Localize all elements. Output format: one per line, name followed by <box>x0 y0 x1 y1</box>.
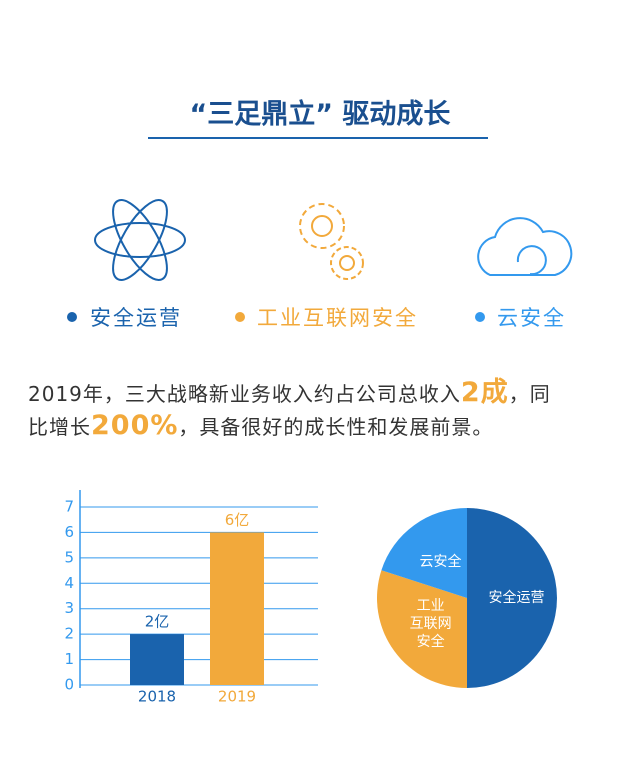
text: ，同 <box>508 382 551 406</box>
atom-icon <box>94 199 186 281</box>
cloud-icon <box>477 217 573 276</box>
y-tick-label: 7 <box>64 498 74 516</box>
slice-label: 安全运营 <box>488 590 545 606</box>
pie-slice <box>467 508 557 688</box>
legend-item: 工业互联网安全 <box>257 306 418 330</box>
slice-label: 云安全 <box>419 553 462 570</box>
text: 比增长 <box>28 415 91 439</box>
legend-item: 安全运营 <box>90 306 182 330</box>
value-label: 2亿 <box>145 613 170 631</box>
paragraph-line: 2019年，三大战略新业务收入约占公司总收入2成，同 <box>28 370 551 409</box>
paragraph-line: 比增长200%，具备很好的成长性和发展前景。 <box>28 410 493 441</box>
title: “三足鼎立” 驱动成长 <box>189 99 451 130</box>
bar <box>210 532 264 685</box>
text: 2019年，三大战略新业务收入约占公司总收入 <box>28 382 461 406</box>
x-tick-label: 2018 <box>138 688 176 706</box>
y-tick-label: 2 <box>64 625 74 643</box>
slice-label: 工业 互联网 安全 <box>409 598 452 651</box>
y-tick-label: 0 <box>64 676 74 694</box>
highlight: 200% <box>91 410 179 441</box>
text: ，具备很好的成长性和发展前景。 <box>178 415 494 439</box>
legend-dot <box>475 312 485 322</box>
gears-icon <box>299 203 364 280</box>
legend-dot <box>235 312 245 322</box>
y-tick-label: 1 <box>64 650 74 668</box>
y-tick-label: 3 <box>64 599 74 617</box>
highlight: 2成 <box>460 377 509 408</box>
y-tick-label: 5 <box>64 548 74 566</box>
bar <box>130 634 184 685</box>
pie-slice <box>381 508 467 598</box>
y-tick-label: 6 <box>64 523 74 541</box>
y-tick-label: 4 <box>64 574 74 592</box>
value-label: 6亿 <box>225 511 250 529</box>
legend-item: 云安全 <box>497 306 566 330</box>
pie-slice <box>377 570 467 688</box>
legend-dot <box>67 312 77 322</box>
x-tick-label: 2019 <box>218 688 256 706</box>
